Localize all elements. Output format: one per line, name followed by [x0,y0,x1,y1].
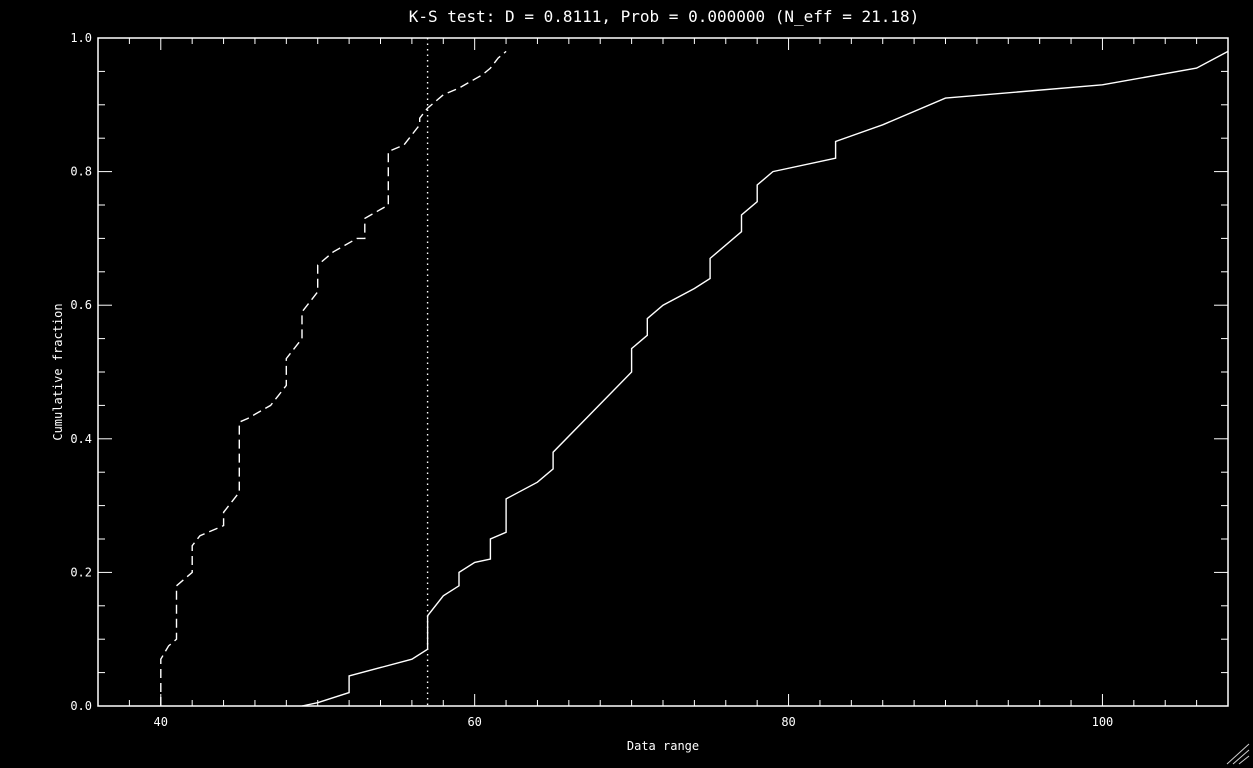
x-tick-label: 100 [1092,715,1114,729]
y-tick-label: 0.2 [70,565,92,579]
y-tick-label: 0.8 [70,165,92,179]
y-tick-label: 0.0 [70,699,92,713]
y-tick-label: 1.0 [70,31,92,45]
x-tick-label: 60 [467,715,481,729]
y-tick-label: 0.6 [70,298,92,312]
y-tick-label: 0.4 [70,432,92,446]
x-tick-label: 40 [154,715,168,729]
chart-title: K-S test: D = 0.8111, Prob = 0.000000 (N… [409,7,920,26]
cdf-line-solid [301,50,1229,707]
y-axis-ticks [98,37,1228,707]
x-axis-tick-labels: 40 60 80 100 [154,715,1114,729]
series-layer [160,38,1229,707]
x-axis-ticks [97,38,1229,706]
y-axis-tick-labels: 0.0 0.2 0.4 0.6 0.8 1.0 [70,31,92,713]
resize-grip-icon[interactable] [1221,742,1251,766]
y-axis-label: Cumulative fraction [51,303,65,440]
cdf-line-dashed [160,50,507,706]
x-tick-label: 80 [781,715,795,729]
x-axis-label: Data range [627,739,699,753]
